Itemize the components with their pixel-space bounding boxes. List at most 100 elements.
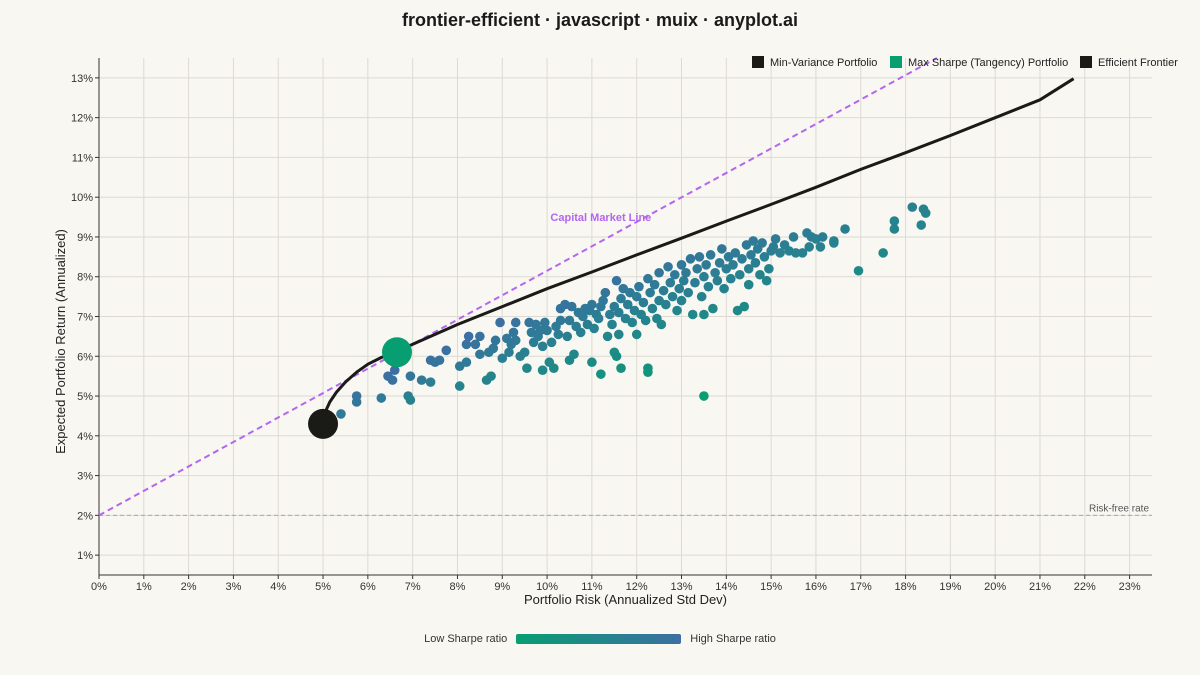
y-tick-label: 13% xyxy=(71,73,93,85)
portfolio-point xyxy=(705,250,716,260)
portfolio-point xyxy=(889,224,900,234)
portfolio-point xyxy=(730,248,741,258)
x-tick-label: 12% xyxy=(626,581,648,593)
portfolio-point xyxy=(569,349,579,360)
portfolio-point xyxy=(694,252,705,262)
portfolio-point xyxy=(728,260,738,270)
portfolio-point xyxy=(746,250,756,260)
x-tick-label: 8% xyxy=(450,581,466,593)
portfolio-point xyxy=(631,291,642,302)
portfolio-point xyxy=(537,341,548,352)
portfolio-point xyxy=(434,355,445,366)
capital-market-line-label: Capital Market Line xyxy=(550,212,651,224)
portfolio-point xyxy=(643,367,653,377)
portfolio-point xyxy=(387,375,398,385)
y-tick-label: 3% xyxy=(77,471,93,483)
x-axis-label: Portfolio Risk (Annualized Std Dev) xyxy=(524,592,727,607)
portfolio-point xyxy=(775,248,785,258)
portfolio-point xyxy=(750,258,761,268)
portfolio-point xyxy=(817,232,828,242)
portfolio-point xyxy=(640,315,651,326)
x-tick-label: 19% xyxy=(939,581,961,593)
x-tick-label: 13% xyxy=(670,581,692,593)
grid xyxy=(98,58,1152,575)
portfolio-point xyxy=(665,277,676,288)
max-sharpe-portfolio-marker xyxy=(381,337,412,368)
x-tick-label: 5% xyxy=(315,581,331,593)
portfolio-point xyxy=(463,331,474,342)
portfolio-point xyxy=(647,303,658,314)
portfolio-point xyxy=(737,254,747,264)
portfolio-point xyxy=(676,260,687,270)
portfolio-point xyxy=(645,287,655,298)
portfolio-point xyxy=(540,317,550,328)
x-tick-label: 3% xyxy=(225,581,241,593)
x-tick-label: 7% xyxy=(405,581,421,593)
portfolio-point xyxy=(916,220,927,230)
portfolio-point xyxy=(840,224,850,234)
portfolio-point xyxy=(710,267,720,278)
portfolio-point xyxy=(708,303,718,314)
x-tick-label: 11% xyxy=(581,581,602,593)
portfolio-point xyxy=(461,339,472,350)
portfolio-point xyxy=(743,263,754,274)
portfolio-point xyxy=(389,365,400,375)
portfolio-point xyxy=(690,277,700,288)
portfolio-point xyxy=(685,254,696,264)
legend-min-variance-label: Min-Variance Portfolio xyxy=(770,57,877,69)
tick-labels: 0% 1% 2% 3% 4% 5% 6% 7% 8% 9% 10% 11% 12% 13% 14% 15% 16… xyxy=(71,73,1141,593)
portfolio-point xyxy=(488,343,499,354)
y-tick-label: 4% xyxy=(77,431,93,443)
portfolio-point xyxy=(613,329,624,340)
sharpe-colorbar: Low Sharpe ratio High Sharpe ratio xyxy=(0,633,1200,645)
portfolio-point xyxy=(755,269,765,280)
x-tick-label: 15% xyxy=(760,581,782,593)
portfolio-point xyxy=(770,234,781,244)
portfolio-point xyxy=(699,309,709,320)
portfolio-point xyxy=(611,351,622,362)
portfolio-point xyxy=(669,269,680,280)
portfolio-point xyxy=(768,242,779,252)
x-tick-label: 18% xyxy=(895,581,917,593)
x-tick-label: 17% xyxy=(850,581,872,593)
legend: Min-Variance Portfolio Max Sharpe (Tangen… xyxy=(752,56,1178,69)
colorbar-low-label: Low Sharpe ratio xyxy=(424,633,508,645)
portfolio-point xyxy=(764,263,774,274)
portfolio-point xyxy=(726,273,736,284)
x-tick-label: 0% xyxy=(91,581,107,593)
portfolio-point xyxy=(598,295,608,306)
portfolio-point xyxy=(405,371,416,381)
portfolio-point xyxy=(519,347,530,358)
portfolio-point xyxy=(829,238,839,248)
portfolio-point xyxy=(739,301,750,312)
portfolio-point xyxy=(797,248,808,258)
y-tick-label: 8% xyxy=(77,272,93,284)
portfolio-point xyxy=(656,319,667,330)
portfolio-point xyxy=(681,267,691,278)
x-tick-label: 9% xyxy=(494,581,510,593)
portfolio-point xyxy=(616,293,626,304)
portfolio-point xyxy=(336,409,346,419)
portfolio-point xyxy=(522,363,532,374)
portfolio-point xyxy=(605,309,615,320)
portfolio-point xyxy=(596,369,606,379)
chart-title: frontier-efficient · javascript · muix ·… xyxy=(401,10,799,30)
portfolio-point xyxy=(638,297,649,308)
y-tick-label: 1% xyxy=(77,550,93,562)
portfolio-point xyxy=(714,258,725,268)
portfolio-point xyxy=(546,337,557,348)
portfolio-point xyxy=(761,275,772,286)
portfolio-point xyxy=(566,301,577,312)
portfolio-point xyxy=(743,279,754,290)
efficient-frontier xyxy=(321,77,1075,425)
portfolio-point xyxy=(699,271,709,282)
capital-market-line: Capital Market Line xyxy=(98,57,938,517)
portfolio-point xyxy=(663,261,673,272)
portfolio-point xyxy=(613,307,624,318)
portfolio-point xyxy=(555,315,566,326)
portfolio-point xyxy=(405,395,416,405)
y-tick-label: 11% xyxy=(72,152,93,164)
portfolio-point xyxy=(920,208,931,218)
x-tick-label: 20% xyxy=(984,581,1006,593)
